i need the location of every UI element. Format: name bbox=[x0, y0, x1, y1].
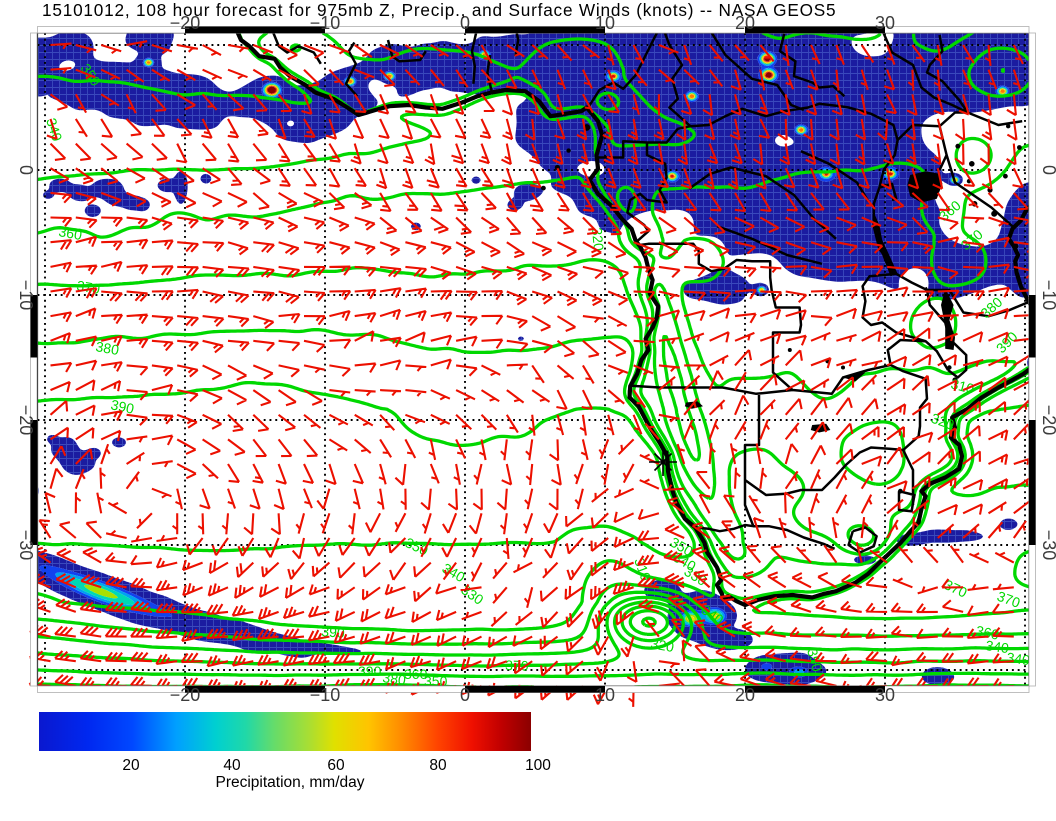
svg-text:−30: −30 bbox=[1039, 530, 1056, 561]
svg-text:Precipitation, mm/day: Precipitation, mm/day bbox=[215, 774, 364, 791]
svg-text:20: 20 bbox=[735, 13, 755, 33]
svg-text:40: 40 bbox=[223, 757, 241, 774]
svg-text:390: 390 bbox=[358, 663, 382, 679]
svg-text:−10: −10 bbox=[1039, 280, 1056, 311]
svg-text:350: 350 bbox=[424, 673, 448, 689]
svg-text:20: 20 bbox=[735, 685, 755, 705]
svg-text:0: 0 bbox=[16, 165, 36, 175]
svg-text:320: 320 bbox=[929, 410, 957, 433]
svg-text:100: 100 bbox=[525, 757, 551, 774]
svg-text:0: 0 bbox=[1039, 165, 1056, 175]
svg-text:380: 380 bbox=[94, 338, 120, 358]
svg-text:−20: −20 bbox=[170, 685, 201, 705]
svg-text:60: 60 bbox=[327, 757, 345, 774]
svg-text:320: 320 bbox=[649, 635, 675, 655]
svg-text:340: 340 bbox=[985, 637, 1011, 656]
svg-text:−10: −10 bbox=[310, 13, 341, 33]
svg-text:30: 30 bbox=[875, 13, 895, 33]
svg-text:15101012, 108 hour forecast fo: 15101012, 108 hour forecast for 975mb Z,… bbox=[42, 0, 836, 20]
svg-text:340: 340 bbox=[1006, 649, 1032, 668]
svg-text:0: 0 bbox=[460, 13, 470, 33]
svg-text:−20: −20 bbox=[170, 13, 201, 33]
svg-text:360: 360 bbox=[57, 223, 83, 243]
svg-text:20: 20 bbox=[122, 757, 140, 774]
svg-text:−30: −30 bbox=[16, 530, 36, 561]
svg-text:−20: −20 bbox=[1039, 405, 1056, 436]
svg-text:30: 30 bbox=[875, 685, 895, 705]
svg-text:−10: −10 bbox=[16, 280, 36, 311]
svg-text:360: 360 bbox=[404, 666, 428, 682]
svg-text:80: 80 bbox=[429, 757, 447, 774]
svg-text:370: 370 bbox=[995, 588, 1023, 611]
svg-text:−20: −20 bbox=[16, 405, 36, 436]
svg-text:10: 10 bbox=[595, 685, 615, 705]
svg-text:0: 0 bbox=[460, 685, 470, 705]
svg-text:10: 10 bbox=[595, 13, 615, 33]
svg-text:370: 370 bbox=[505, 657, 529, 674]
svg-text:−10: −10 bbox=[310, 685, 341, 705]
